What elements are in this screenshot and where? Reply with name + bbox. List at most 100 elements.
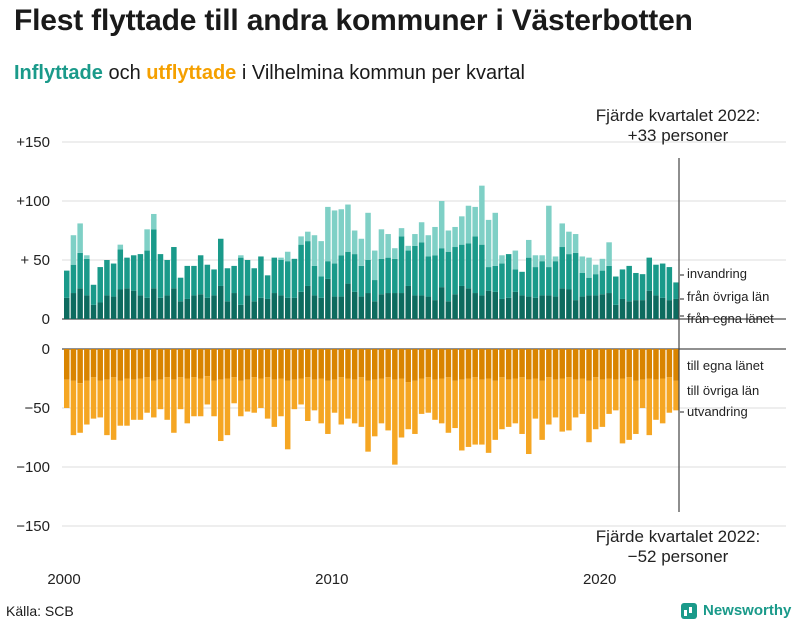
out-bar-1 xyxy=(659,378,666,424)
in-bar-1 xyxy=(278,260,284,296)
in-bar-1 xyxy=(639,274,646,301)
out-bar-1 xyxy=(325,380,331,434)
in-bar-1 xyxy=(164,260,170,296)
series-label: utvandring xyxy=(687,404,748,419)
out-bar-0 xyxy=(84,349,90,381)
out-bar-1 xyxy=(526,379,532,455)
in-bar-0 xyxy=(492,291,499,319)
in-bar-1 xyxy=(104,260,110,296)
in-bar-0 xyxy=(559,288,565,319)
in-bar-1 xyxy=(633,272,639,301)
in-bar-2 xyxy=(351,230,358,255)
out-bar-1 xyxy=(171,379,177,433)
in-bar-0 xyxy=(271,293,278,319)
in-bar-1 xyxy=(659,263,666,298)
out-bar-0 xyxy=(659,349,666,379)
subtitle-connector: och xyxy=(108,62,141,84)
in-bar-1 xyxy=(459,244,465,286)
in-bar-0 xyxy=(392,293,398,319)
in-bar-1 xyxy=(338,255,345,297)
in-bar-1 xyxy=(351,254,358,292)
out-bar-1 xyxy=(425,377,432,413)
in-bar-0 xyxy=(97,302,103,319)
in-bar-0 xyxy=(151,288,157,319)
in-bar-2 xyxy=(539,255,545,262)
in-bar-1 xyxy=(258,256,264,298)
in-bar-1 xyxy=(144,250,150,298)
in-bar-0 xyxy=(338,296,345,319)
in-bar-2 xyxy=(311,235,318,266)
in-bar-0 xyxy=(673,298,679,319)
in-bar-1 xyxy=(84,258,90,296)
in-bar-1 xyxy=(546,267,552,296)
out-bar-0 xyxy=(532,349,539,379)
in-bar-1 xyxy=(485,267,492,291)
in-bar-1 xyxy=(566,254,572,290)
in-bar-0 xyxy=(264,298,271,319)
out-bar-0 xyxy=(445,349,452,378)
out-bar-1 xyxy=(559,378,565,432)
in-bar-0 xyxy=(164,295,170,319)
in-bar-1 xyxy=(284,261,291,298)
in-bar-0 xyxy=(592,295,599,319)
in-bar-0 xyxy=(238,304,244,319)
out-bar-1 xyxy=(646,378,653,436)
in-bar-1 xyxy=(479,244,485,296)
in-bar-2 xyxy=(592,264,599,275)
in-bar-1 xyxy=(64,270,70,298)
in-bar-0 xyxy=(666,300,673,319)
out-bar-1 xyxy=(613,379,619,411)
in-bar-0 xyxy=(372,301,378,319)
in-bar-1 xyxy=(151,229,157,289)
out-bar-0 xyxy=(238,349,244,381)
in-bar-1 xyxy=(519,271,525,296)
in-bar-1 xyxy=(318,276,324,298)
out-bar-0 xyxy=(157,349,164,380)
out-bar-1 xyxy=(311,379,318,411)
out-bar-0 xyxy=(70,349,77,381)
in-bar-1 xyxy=(365,260,371,294)
out-bar-1 xyxy=(191,377,197,417)
in-bar-2 xyxy=(318,241,324,277)
in-bar-0 xyxy=(606,293,612,319)
in-bar-1 xyxy=(70,264,77,294)
in-bar-0 xyxy=(459,285,465,319)
in-bar-1 xyxy=(653,264,659,296)
out-bar-1 xyxy=(97,380,103,418)
x-tick-label: 2000 xyxy=(47,571,80,588)
out-bar-0 xyxy=(151,349,157,381)
in-bar-1 xyxy=(539,261,545,296)
out-bar-0 xyxy=(218,349,224,380)
out-bar-1 xyxy=(70,380,77,436)
in-bar-1 xyxy=(251,268,257,302)
out-bar-0 xyxy=(378,349,385,379)
in-bar-2 xyxy=(84,255,90,259)
in-bar-0 xyxy=(378,294,385,319)
in-bar-1 xyxy=(512,269,519,292)
in-bar-1 xyxy=(117,249,124,290)
in-bar-1 xyxy=(157,254,164,298)
in-bar-1 xyxy=(526,257,532,297)
out-bar-1 xyxy=(331,379,338,413)
out-bar-1 xyxy=(592,377,599,430)
y-tick-label: + 50 xyxy=(20,252,50,269)
in-bar-0 xyxy=(345,283,351,319)
out-bar-1 xyxy=(412,380,418,434)
in-bar-1 xyxy=(211,269,217,296)
in-bar-1 xyxy=(358,265,365,297)
out-bar-0 xyxy=(137,349,144,379)
out-bar-1 xyxy=(546,377,552,425)
in-bar-0 xyxy=(117,289,124,319)
in-bar-2 xyxy=(425,235,432,257)
in-bar-0 xyxy=(130,290,137,319)
in-bar-2 xyxy=(144,229,150,251)
out-bar-0 xyxy=(264,349,271,378)
out-bar-0 xyxy=(231,349,237,378)
in-bar-0 xyxy=(331,296,338,319)
out-bar-1 xyxy=(278,378,284,417)
out-bar-1 xyxy=(532,378,539,419)
in-bar-1 xyxy=(552,261,559,297)
in-bar-0 xyxy=(218,285,224,319)
in-bar-1 xyxy=(392,258,398,294)
